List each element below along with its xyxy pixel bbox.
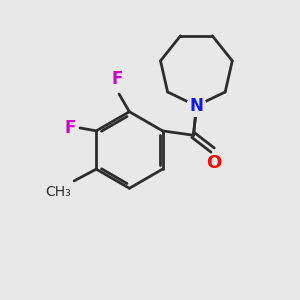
Text: F: F [64,119,76,137]
Text: N: N [190,97,203,115]
Text: CH₃: CH₃ [46,185,71,199]
Text: O: O [206,154,222,172]
Text: F: F [112,70,123,88]
Text: N: N [190,97,203,115]
